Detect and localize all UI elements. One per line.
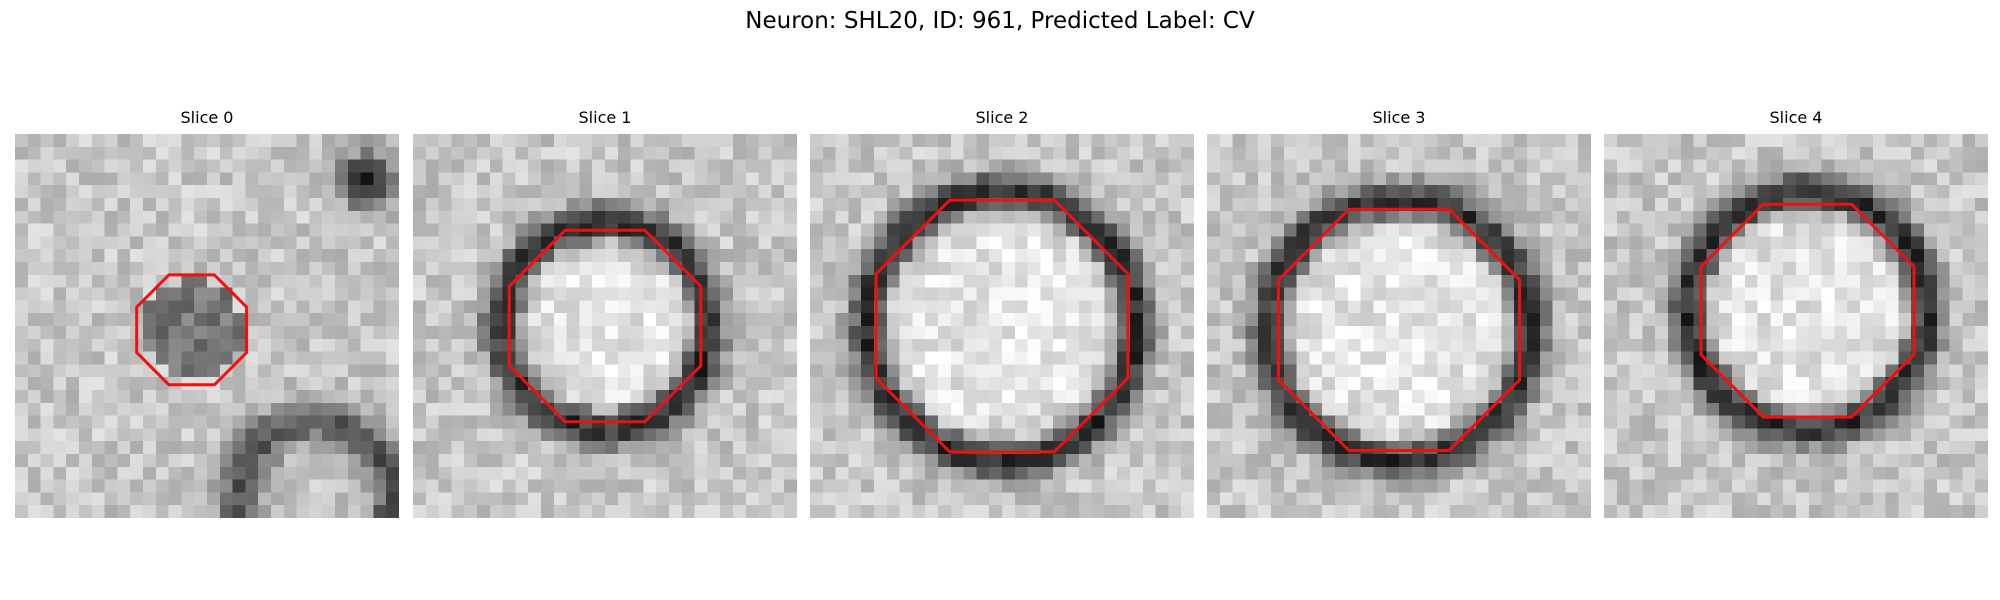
slice-image-wrap	[1207, 134, 1591, 518]
slice-title: Slice 2	[975, 108, 1029, 127]
slice-image-wrap	[1604, 134, 1988, 518]
slice-image	[1207, 134, 1591, 518]
slice-image	[413, 134, 797, 518]
segmentation-contour	[507, 228, 703, 424]
figure-title: Neuron: SHL20, ID: 961, Predicted Label:…	[745, 8, 1255, 34]
slice-image-wrap	[15, 134, 399, 518]
slice-title: Slice 1	[578, 108, 632, 127]
segmentation-contour	[1699, 202, 1916, 419]
segmentation-contour	[135, 273, 249, 387]
slice-title: Slice 4	[1769, 108, 1823, 127]
slice-image	[1604, 134, 1988, 518]
slice-image	[15, 134, 399, 518]
segmentation-contour	[874, 198, 1130, 454]
slice-image-wrap	[413, 134, 797, 518]
slice-image-wrap	[810, 134, 1194, 518]
slice-title: Slice 3	[1372, 108, 1426, 127]
segmentation-contour	[1276, 207, 1522, 452]
slice-image	[810, 134, 1194, 518]
slice-title: Slice 0	[180, 108, 234, 127]
